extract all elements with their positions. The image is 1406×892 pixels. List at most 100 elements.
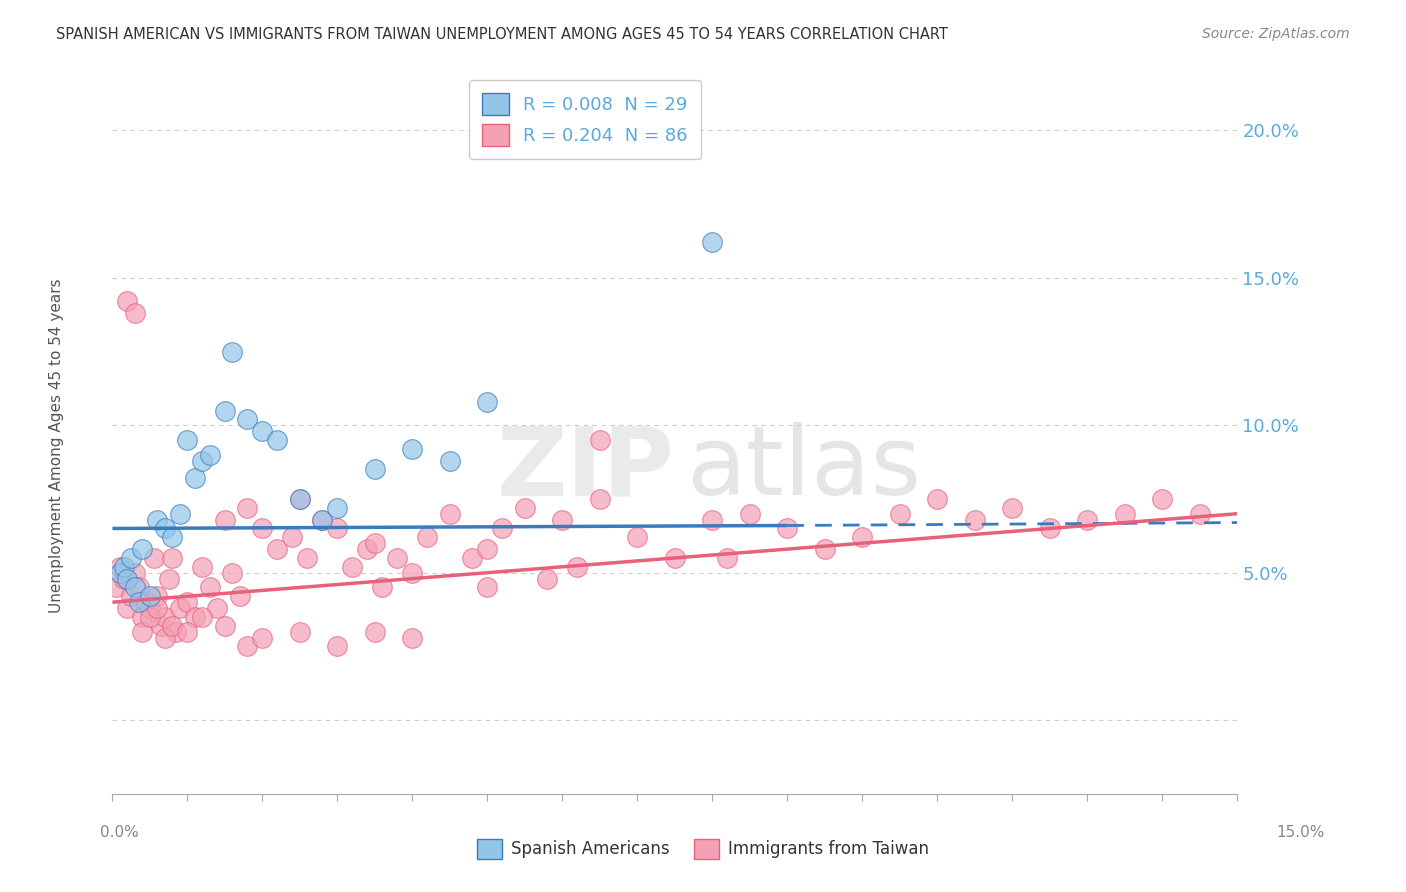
Point: [1076, 513, 1098, 527]
Point: [176, 624, 198, 639]
Point: [221, 344, 243, 359]
Point: [157, 572, 180, 586]
Point: [131, 542, 153, 557]
Point: [139, 589, 162, 603]
Point: [120, 589, 142, 603]
Point: [236, 640, 259, 654]
Point: [401, 631, 423, 645]
Point: [198, 581, 221, 595]
Point: [416, 530, 439, 544]
Point: [326, 500, 349, 515]
Text: ZIP: ZIP: [496, 422, 675, 516]
Point: [439, 507, 461, 521]
Point: [184, 471, 207, 485]
Point: [342, 559, 364, 574]
Text: atlas: atlas: [686, 422, 921, 516]
Point: [124, 581, 146, 595]
Point: [191, 610, 214, 624]
Point: [1152, 491, 1174, 506]
Point: [128, 595, 150, 609]
Point: [851, 530, 873, 544]
Point: [117, 294, 139, 309]
Point: [702, 235, 724, 250]
Point: [356, 542, 378, 557]
Point: [162, 551, 184, 566]
Point: [207, 601, 229, 615]
Point: [297, 551, 319, 566]
Point: [738, 507, 761, 521]
Point: [169, 507, 191, 521]
Point: [146, 589, 169, 603]
Point: [221, 566, 243, 580]
Point: [124, 306, 146, 320]
Point: [311, 513, 333, 527]
Point: [567, 559, 589, 574]
Text: Unemployment Among Ages 45 to 54 years: Unemployment Among Ages 45 to 54 years: [49, 278, 63, 614]
Point: [266, 433, 288, 447]
Point: [814, 542, 837, 557]
Point: [169, 601, 191, 615]
Point: [702, 513, 724, 527]
Point: [176, 595, 198, 609]
Point: [165, 624, 187, 639]
Point: [128, 581, 150, 595]
Point: [589, 491, 612, 506]
Point: [214, 513, 236, 527]
Point: [191, 559, 214, 574]
Text: 15.0%: 15.0%: [1277, 825, 1324, 840]
Legend: Spanish Americans, Immigrants from Taiwan: Spanish Americans, Immigrants from Taiwa…: [471, 832, 935, 866]
Point: [716, 551, 738, 566]
Point: [112, 572, 135, 586]
Point: [963, 513, 986, 527]
Point: [387, 551, 409, 566]
Point: [105, 581, 128, 595]
Point: [214, 403, 236, 417]
Point: [135, 595, 157, 609]
Point: [124, 566, 146, 580]
Point: [288, 624, 311, 639]
Point: [288, 491, 311, 506]
Text: SPANISH AMERICAN VS IMMIGRANTS FROM TAIWAN UNEMPLOYMENT AMONG AGES 45 TO 54 YEAR: SPANISH AMERICAN VS IMMIGRANTS FROM TAIW…: [56, 27, 948, 42]
Point: [150, 619, 173, 633]
Point: [626, 530, 648, 544]
Point: [252, 631, 274, 645]
Point: [889, 507, 911, 521]
Point: [117, 601, 139, 615]
Point: [664, 551, 686, 566]
Point: [326, 640, 349, 654]
Point: [184, 610, 207, 624]
Point: [288, 491, 311, 506]
Point: [266, 542, 288, 557]
Point: [401, 442, 423, 456]
Text: 0.0%: 0.0%: [100, 825, 139, 840]
Point: [139, 610, 162, 624]
Point: [461, 551, 484, 566]
Point: [252, 424, 274, 438]
Point: [236, 500, 259, 515]
Point: [142, 551, 165, 566]
Point: [1188, 507, 1211, 521]
Point: [776, 521, 799, 535]
Point: [112, 559, 135, 574]
Point: [176, 433, 198, 447]
Point: [236, 412, 259, 426]
Point: [117, 572, 139, 586]
Point: [108, 566, 131, 580]
Point: [364, 536, 387, 550]
Point: [198, 448, 221, 462]
Point: [281, 530, 304, 544]
Point: [229, 589, 252, 603]
Point: [153, 631, 176, 645]
Point: [513, 500, 536, 515]
Point: [536, 572, 558, 586]
Point: [1001, 500, 1024, 515]
Point: [214, 619, 236, 633]
Point: [153, 610, 176, 624]
Point: [477, 394, 499, 409]
Point: [146, 601, 169, 615]
Text: Source: ZipAtlas.com: Source: ZipAtlas.com: [1202, 27, 1350, 41]
Point: [371, 581, 394, 595]
Point: [439, 453, 461, 467]
Point: [364, 462, 387, 476]
Point: [252, 521, 274, 535]
